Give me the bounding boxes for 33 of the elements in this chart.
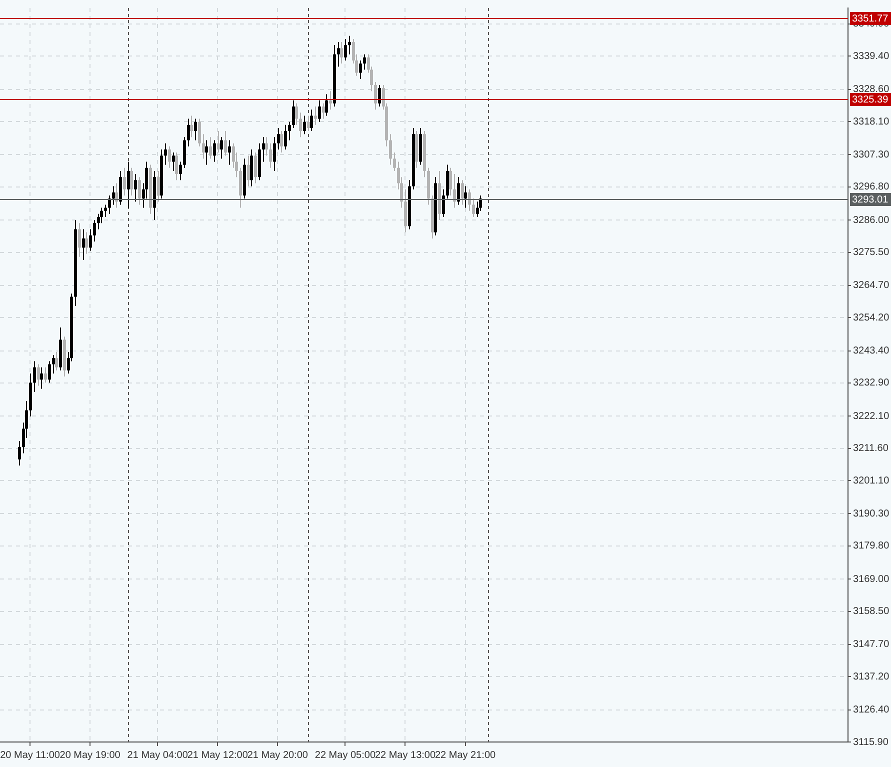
x-tick-label: 20 May 11:00: [0, 750, 60, 761]
y-tick-label: 3264.70: [853, 280, 890, 292]
x-tick-label: 21 May 04:00: [127, 750, 188, 761]
y-tick-label: 3137.20: [853, 671, 890, 682]
ref-line-label: 3293.01: [852, 194, 889, 206]
x-tick-label: 22 May 05:00: [314, 750, 376, 761]
y-tick-label: 3286.00: [853, 214, 890, 226]
y-tick-label: 3339.40: [853, 50, 890, 62]
y-tick-label: 3126.40: [853, 704, 890, 716]
y-tick-label: 3222.10: [853, 410, 890, 422]
y-tick-label: 3318.10: [853, 116, 890, 128]
y-tick-label: 3307.30: [853, 149, 890, 160]
y-tick-label: 3328.60: [853, 84, 890, 96]
y-tick-label: 3158.50: [853, 606, 890, 618]
y-tick-label: 3296.80: [853, 182, 890, 193]
x-tick-label: 21 May 12:00: [187, 750, 248, 761]
y-tick-label: 3243.40: [853, 346, 890, 357]
x-tick-label: 20 May 19:00: [60, 750, 121, 761]
y-tick-label: 3232.90: [853, 378, 890, 389]
x-tick-label: 21 May 20:00: [247, 750, 308, 761]
ref-line-label: 3351.77: [852, 13, 889, 24]
x-tick-label: 22 May 21:00: [434, 750, 496, 761]
y-tick-label: 3179.80: [853, 540, 890, 552]
x-tick-label: 22 May 13:00: [374, 750, 436, 761]
y-tick-label: 3201.10: [853, 475, 890, 486]
y-tick-label: 3254.20: [853, 312, 890, 324]
y-tick-label: 3169.00: [853, 574, 890, 585]
y-tick-label: 3190.30: [853, 508, 890, 520]
y-tick-label: 3147.70: [853, 639, 890, 650]
y-tick-label: 3211.60: [853, 443, 889, 454]
y-tick-label: 3275.50: [853, 247, 890, 258]
y-tick-label: 3115.90: [853, 736, 889, 748]
ref-line-label: 3325.39: [852, 94, 889, 106]
